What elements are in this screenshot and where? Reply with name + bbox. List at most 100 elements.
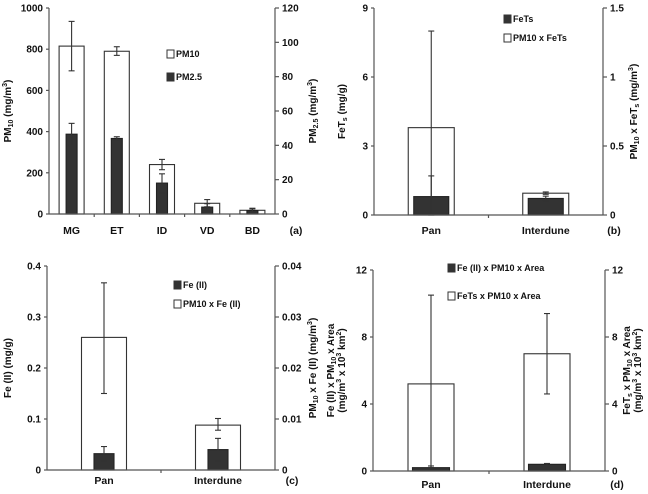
right-tick-label: 20 (282, 175, 294, 186)
category-label: BD (245, 225, 261, 237)
right-tick-label: 100 (282, 38, 299, 49)
panel-label: (d) (610, 479, 623, 491)
left-tick-label: 6 (362, 73, 368, 84)
label-segment: PM (3, 127, 14, 142)
label-segment: (mg/m (337, 383, 348, 413)
left-tick-label: 0.2 (27, 364, 41, 375)
legend-label: FeTs x PM10 x Area (457, 291, 542, 301)
label-segment: (mg/m (633, 383, 644, 413)
label-segment: PM (308, 403, 319, 418)
left-tick-label: 400 (26, 127, 43, 138)
label-segment: Fe (II) x PM (326, 364, 337, 417)
label-segment: PM (308, 128, 319, 143)
chart-panel-b: 0 3 6 9 0 0.5 1 1.5 Pan Interdune (b) FeTs​ (mg/g) P… (337, 4, 641, 238)
right-tick-label: 0.04 (282, 262, 302, 273)
category-label: Pan (421, 479, 440, 491)
label-segment: s (627, 393, 634, 397)
label-segment: ) (308, 318, 319, 321)
label-segment: 10 (313, 395, 320, 403)
label-segment: km (633, 335, 644, 352)
chart-panel-c: 0 0.1 0.2 0.3 0.4 0 0.01 0.02 0.03 0.04 Pan Interdu… (3, 262, 320, 488)
label-segment: 2 (336, 331, 343, 335)
right-tick-label: 8 (612, 333, 618, 344)
label-segment: ) (337, 328, 348, 331)
panel-label: (c) (286, 475, 299, 487)
legend-swatch (166, 49, 175, 59)
left-axis-label: Fe (II) (mg/g) (3, 338, 14, 398)
legend-label: PM10 x FeTs (513, 33, 567, 43)
label-segment: x FeT (629, 108, 640, 137)
label-segment: x Area (326, 323, 337, 356)
category-label: ID (157, 225, 168, 237)
right-tick-label: 120 (282, 4, 299, 15)
label-segment: x PM (622, 367, 633, 393)
label-segment: FeT (337, 121, 348, 139)
panel-label: (b) (607, 225, 620, 237)
left-tick-label: 4 (361, 400, 367, 411)
panel-label: (a) (290, 225, 303, 237)
right-axis-label: FeTs​ x PM10​ x Area (622, 326, 634, 415)
category-label: Pan (94, 475, 113, 487)
category-label: VD (200, 225, 215, 237)
left-tick-label: 200 (26, 168, 43, 179)
right-tick-label: 0.03 (282, 313, 302, 324)
left-axis-label: PM10​ (mg/m3​) (2, 80, 15, 143)
legend-swatch (503, 14, 512, 24)
category-label: MG (63, 225, 80, 237)
legend-label: FeTs (513, 14, 533, 24)
right-tick-label: 0 (282, 210, 288, 221)
category-label: ET (110, 225, 124, 237)
left-tick-label: 3 (362, 142, 368, 153)
label-segment: x Area (622, 326, 633, 359)
left-tick-label: 0 (361, 467, 367, 478)
label-segment: Fe (II) (mg/g) (3, 338, 14, 398)
left-tick-label: 9 (362, 4, 368, 15)
label-segment: FeT (622, 397, 633, 415)
legend-label: Fe (II) (183, 280, 207, 290)
right-tick-label: 0 (282, 466, 288, 477)
label-segment: x Fe (II) (mg/m (308, 325, 319, 396)
label-segment: 2 (632, 331, 639, 335)
label-segment: 10 (331, 357, 338, 365)
left-tick-label: 0 (35, 466, 41, 477)
label-segment: ) (308, 79, 319, 82)
label-segment: x 10 (633, 356, 644, 379)
label-segment: 10 (8, 120, 15, 128)
chart-panel-d: 0 4 8 12 0 4 8 12 Pan Interdune (d) Fe (II) x PM10​… (326, 263, 644, 491)
left-tick-label: 600 (26, 86, 43, 97)
right-tick-label: 4 (612, 400, 618, 411)
right-tick-label: 0.02 (282, 364, 302, 375)
legend-swatch (173, 280, 182, 290)
label-segment: 10 (627, 359, 634, 367)
label-segment: s (634, 104, 641, 108)
category-label: Interdune (522, 225, 570, 237)
left-tick-label: 12 (356, 266, 368, 277)
label-segment: 3 (632, 379, 639, 383)
label-segment: ) (3, 80, 14, 83)
label-segment: 3 (307, 321, 314, 325)
legend-label: Fe (II) x PM10 x Area (457, 263, 545, 273)
right-axis-label: PM10​ x FeTs​ (mg/m3​) (628, 64, 641, 160)
legend-swatch (173, 299, 182, 309)
label-segment: PM (629, 144, 640, 159)
label-segment: (mg/m (3, 87, 14, 120)
left-tick-label: 8 (361, 333, 367, 344)
right-tick-label: 0.01 (282, 415, 302, 426)
legend-label: PM2.5 (176, 72, 202, 82)
label-segment: 3 (336, 353, 343, 357)
category-label: Pan (422, 225, 441, 237)
label-segment: ) (629, 64, 640, 67)
label-segment: 3 (632, 353, 639, 357)
right-axis-label: PM10​ x Fe (II) (mg/m3​) (307, 318, 320, 419)
right-tick-label: 0 (610, 211, 616, 222)
left-tick-label: 0 (362, 211, 368, 222)
label-segment: s (342, 117, 349, 121)
right-tick-label: 1.5 (610, 4, 624, 15)
left-tick-label: 0.3 (27, 313, 41, 324)
legend-swatch (503, 33, 512, 43)
left-tick-label: 0 (37, 210, 43, 221)
right-tick-label: 60 (282, 107, 294, 118)
right-axis-label: PM2.5​ (mg/m3​) (307, 79, 320, 144)
category-label: Interdune (194, 475, 242, 487)
legend-label: PM10 x Fe (II) (183, 299, 241, 309)
